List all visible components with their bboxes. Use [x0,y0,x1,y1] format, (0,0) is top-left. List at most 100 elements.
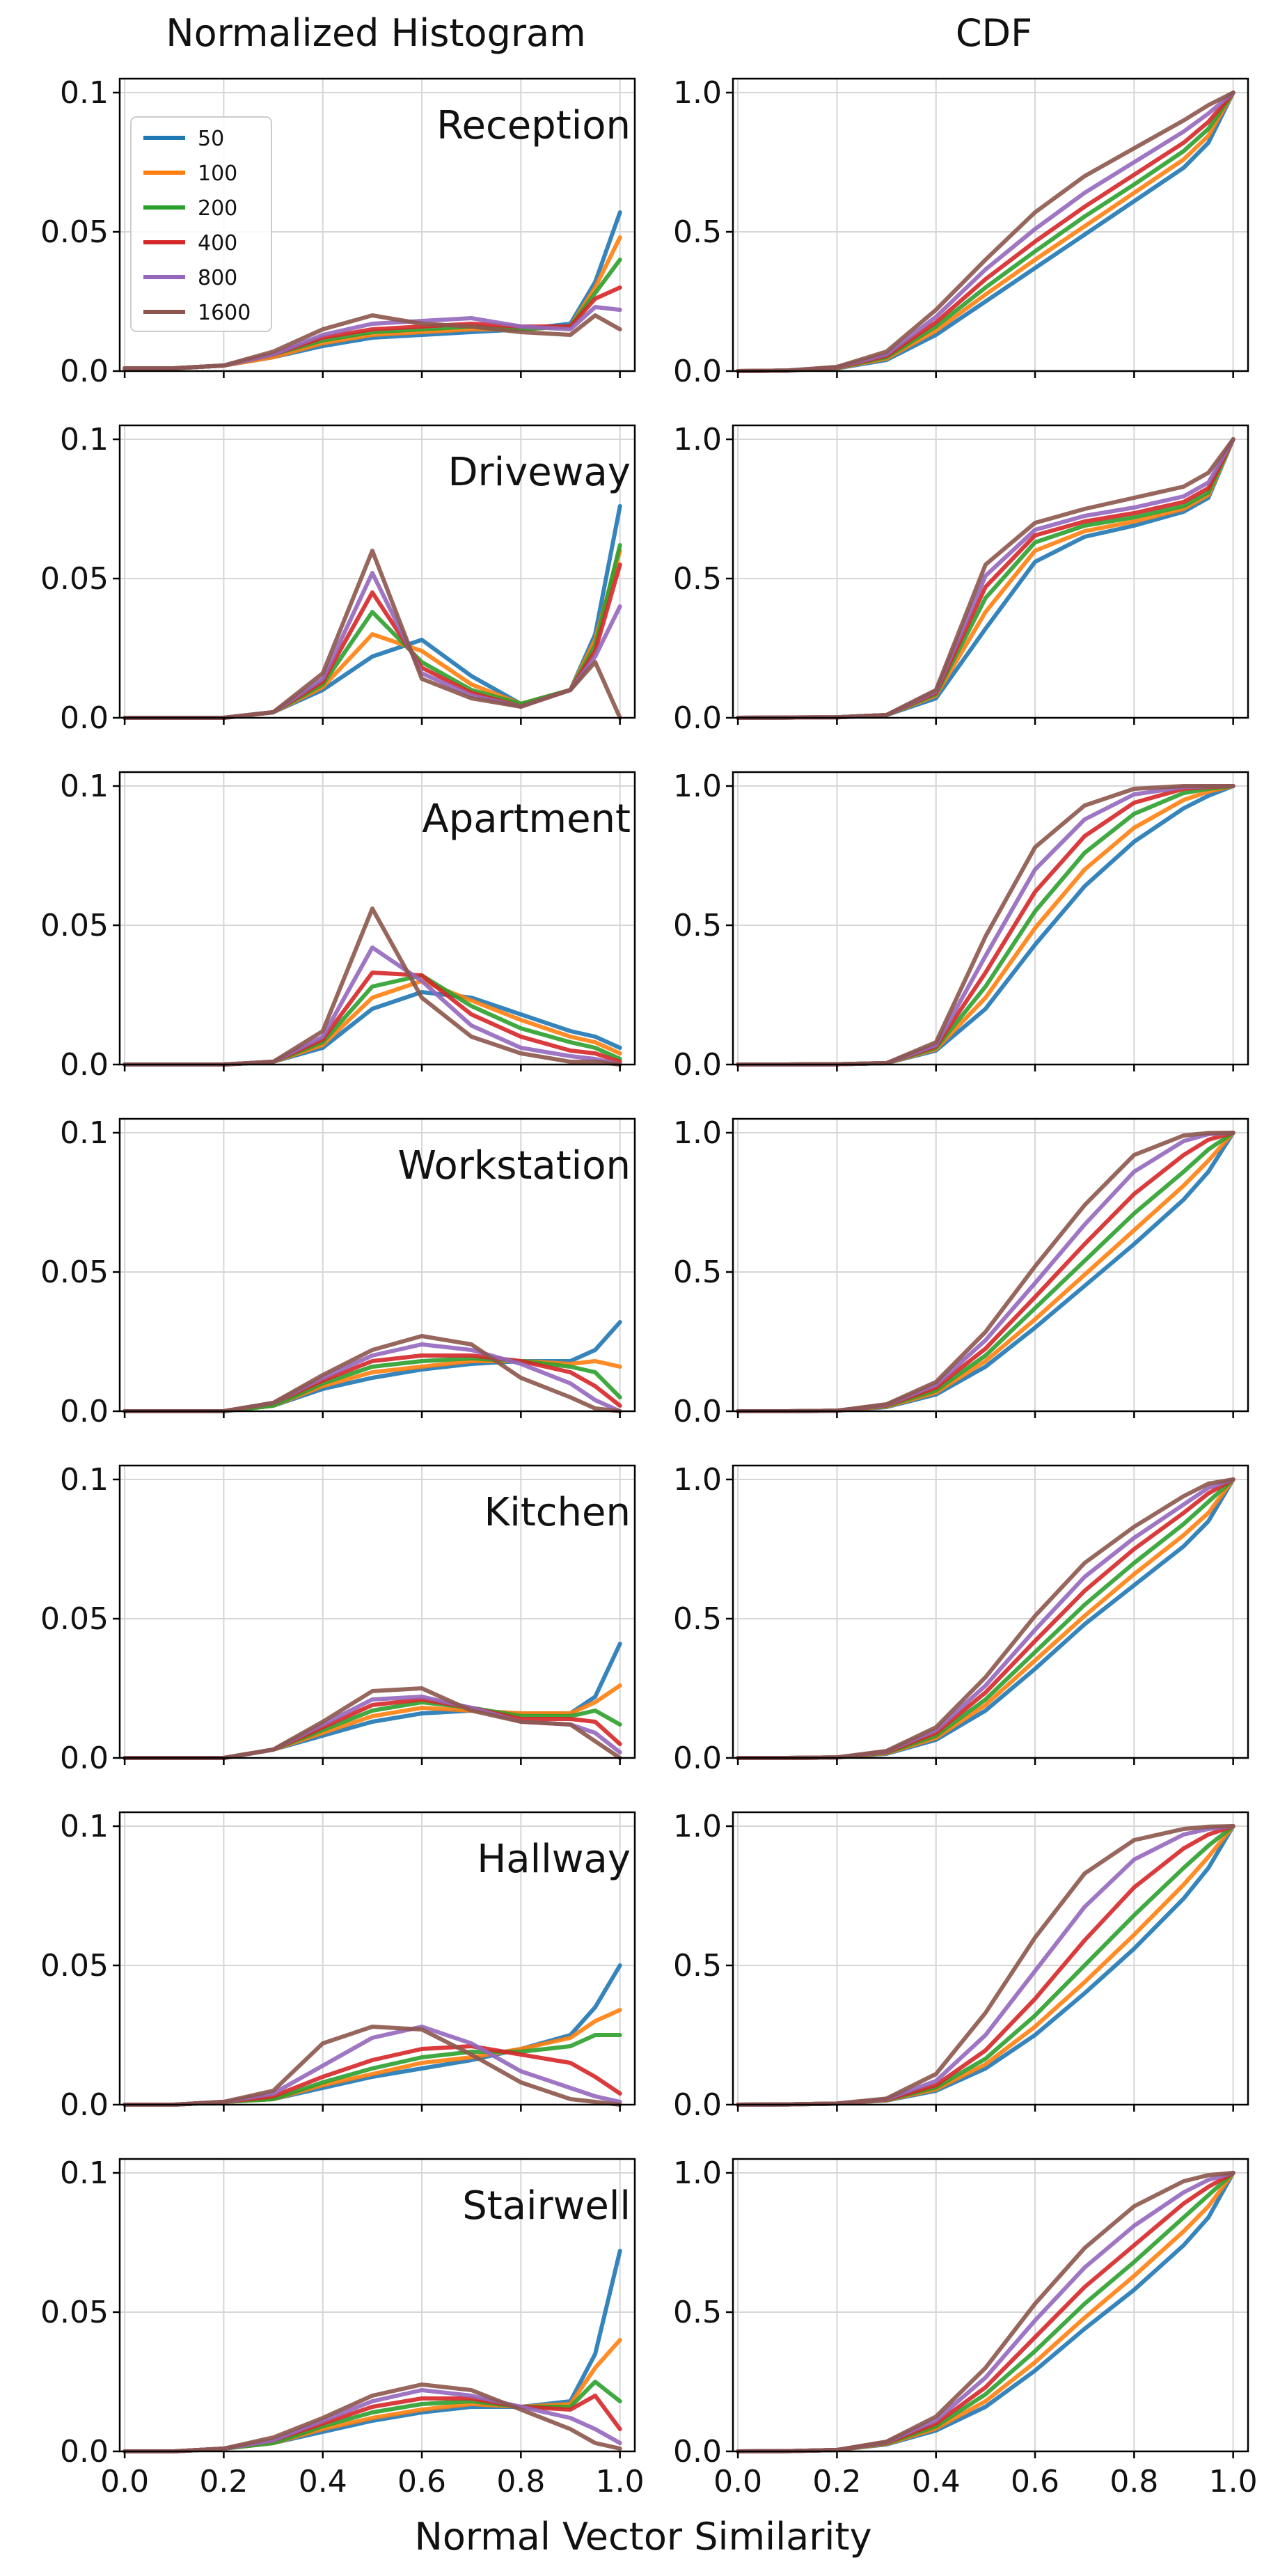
y-tick-label: 0.05 [40,908,109,943]
cdf-panel-reception: 0.0 0.5 1.0 [673,75,1249,389]
y-tick-label: 0.0 [673,700,722,736]
hist-panel-kitchen: 0.0 0.05 0.1 Kitchen [40,1462,636,1776]
axes-frame [118,77,636,372]
series-line-1600 [123,2025,622,2107]
y-tick-label: 0.5 [673,214,722,250]
panel-label-apartment: Apartment [422,796,631,842]
y-tick-label: 1.0 [673,1809,722,1844]
hist-panel-apartment: 0.0 0.05 0.1 Apartment [40,769,636,1083]
y-tick-label: 0.5 [673,908,722,943]
y-tick-label: 0.5 [673,2295,722,2330]
chart-panels: 0.0 0.05 0.1 Reception 0.0 0.5 1.0 0.0 0.05 0.1 Dr… [40,75,1258,2499]
x-tick-label: 1.0 [1209,2464,1258,2499]
axes-frame [732,1464,1249,1759]
axes-frame [732,424,1249,719]
axes-frame [732,1117,1249,1413]
y-tick-label: 0.0 [60,2434,109,2469]
y-tick-label: 0.5 [673,1948,722,1984]
x-tick-label: 1.0 [596,2464,645,2499]
hist-panel-driveway: 0.0 0.05 0.1 Driveway [40,422,636,736]
series-line-1600 [736,1824,1235,2107]
axes-frame [118,1117,636,1413]
x-tick-label: 0.4 [912,2464,961,2499]
y-tick-label: 0.05 [40,2295,109,2330]
histogram-column-title: Normalized Histogram [166,11,586,55]
x-tick-label: 0.2 [199,2464,248,2499]
series-line-1600 [123,2382,622,2453]
x-tick-label: 0.0 [100,2464,149,2499]
legend: 50 100 200 400 800 1600 [130,116,272,332]
y-tick-label: 0.1 [60,75,109,111]
y-tick-label: 0.05 [40,561,109,597]
y-tick-label: 0.0 [60,1394,109,1429]
cdf-panel-workstation: 0.0 0.5 1.0 [673,1115,1249,1429]
x-tick-label: 0.8 [496,2464,545,2499]
y-tick-label: 1.0 [673,769,722,804]
y-tick-label: 0.0 [60,354,109,389]
cdf-panel-hallway: 0.0 0.5 1.0 [673,1809,1249,2123]
y-tick-label: 0.5 [673,561,722,597]
cdf-panel-kitchen: 0.0 0.5 1.0 [673,1462,1249,1776]
cdf-column-title: CDF [956,11,1032,55]
legend-label-1600: 1600 [198,301,251,325]
y-tick-label: 0.5 [673,1601,722,1637]
x-tick-label: 0.2 [812,2464,861,2499]
y-tick-label: 0.0 [60,700,109,736]
panel-label-workstation: Workstation [397,1143,631,1188]
y-tick-label: 1.0 [673,422,722,457]
axes-frame [732,2158,1249,2453]
y-tick-label: 0.0 [673,1741,722,1776]
legend-label-800: 800 [198,266,237,290]
y-tick-label: 1.0 [673,1462,722,1498]
y-tick-label: 0.0 [60,1741,109,1776]
y-tick-label: 0.0 [673,354,722,389]
y-tick-label: 0.05 [40,214,109,250]
y-tick-label: 0.5 [673,1255,722,1290]
y-tick-label: 0.1 [60,1809,109,1844]
y-tick-label: 0.0 [673,2434,722,2469]
y-tick-label: 0.1 [60,1115,109,1151]
x-axis-label: Normal Vector Similarity [414,2515,871,2559]
legend-label-200: 200 [198,196,237,221]
axes-frame [118,424,636,719]
y-tick-label: 0.1 [60,769,109,804]
y-tick-label: 0.0 [60,2087,109,2123]
axes-frame [118,2158,636,2453]
panel-label-stairwell: Stairwell [462,2183,631,2229]
y-tick-label: 0.05 [40,1948,109,1984]
axes-frame [732,77,1249,372]
axes-frame [732,771,1249,1066]
panel-label-hallway: Hallway [477,1837,631,1882]
x-tick-label: 0.6 [397,2464,446,2499]
cdf-panel-stairwell: 0.0 0.5 1.0 0.0 0.2 0.4 0.6 0.8 1.0 [673,2155,1258,2499]
y-tick-label: 1.0 [673,1115,722,1151]
x-tick-label: 0.8 [1110,2464,1158,2499]
x-tick-label: 0.4 [299,2464,347,2499]
axes-frame [732,1811,1249,2106]
y-tick-label: 0.1 [60,1462,109,1498]
panel-label-kitchen: Kitchen [484,1490,631,1535]
panel-label-driveway: Driveway [448,450,631,495]
series-line-1600 [123,313,622,370]
x-tick-label: 0.0 [713,2464,762,2499]
series-line-1600 [736,91,1235,373]
y-tick-label: 0.1 [60,422,109,457]
axes-frame [118,1464,636,1759]
y-tick-label: 0.05 [40,1601,109,1637]
y-tick-label: 0.05 [40,1255,109,1290]
hist-panel-reception: 0.0 0.05 0.1 Reception [40,75,636,389]
y-tick-label: 0.0 [673,2087,722,2123]
legend-label-100: 100 [198,162,237,186]
y-tick-label: 0.0 [673,1394,722,1429]
panel-label-reception: Reception [436,103,631,148]
legend-label-50: 50 [198,127,224,151]
cdf-panel-apartment: 0.0 0.5 1.0 [673,769,1249,1083]
legend-label-400: 400 [198,231,237,256]
series-line-1600 [736,2171,1235,2453]
cdf-panel-driveway: 0.0 0.5 1.0 [673,422,1249,736]
y-tick-label: 0.0 [673,1047,722,1083]
y-tick-label: 0.1 [60,2155,109,2191]
axes-frame [118,771,636,1066]
